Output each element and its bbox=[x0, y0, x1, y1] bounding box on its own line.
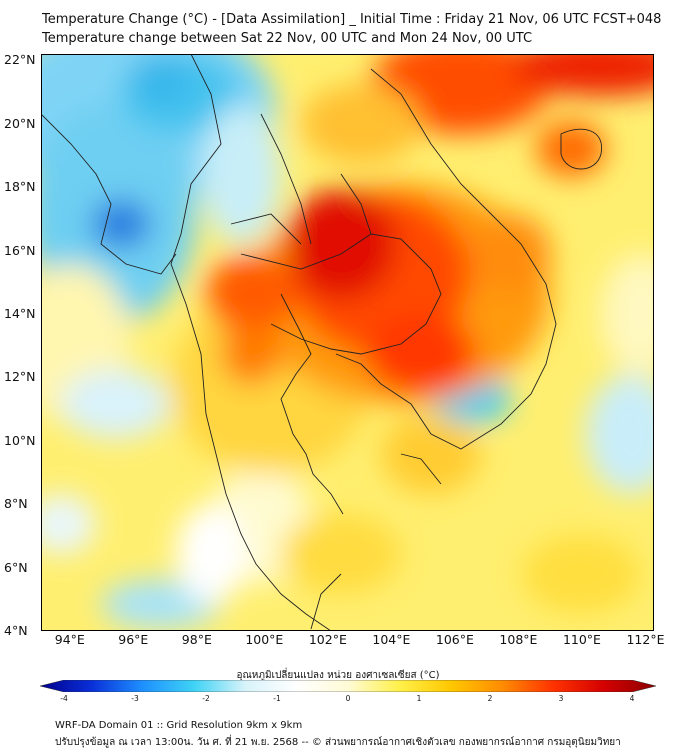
chart-title: Temperature Change (°C) - [Data Assimila… bbox=[42, 12, 662, 27]
lon-label: 98°E bbox=[181, 632, 212, 647]
footer-credit: ปรับปรุงข้อมูล ณ เวลา 13:00น. วัน ศ. ที่… bbox=[55, 737, 621, 748]
colorbar-tick-label: -4 bbox=[60, 694, 68, 703]
colorbar-tick-label: 4 bbox=[629, 694, 635, 703]
temperature-field bbox=[41, 54, 654, 629]
lat-label: 20°N bbox=[4, 115, 36, 131]
temperature-change-map bbox=[41, 54, 654, 631]
lat-label: 4°N bbox=[4, 623, 28, 638]
lon-label: 110°E bbox=[562, 632, 601, 647]
lon-label: 102°E bbox=[308, 632, 347, 647]
colorbar-tick-label: -2 bbox=[202, 694, 210, 703]
colorbar-tick-label: -3 bbox=[131, 694, 139, 703]
chart-subtitle: Temperature change between Sat 22 Nov, 0… bbox=[42, 31, 533, 46]
colorbar-tick-label: 0 bbox=[345, 694, 351, 703]
lon-label: 96°E bbox=[118, 632, 149, 647]
lat-label: 22°N bbox=[4, 52, 36, 68]
lat-label: 10°N bbox=[4, 432, 36, 448]
colorbar-tick-label: 2 bbox=[487, 694, 493, 703]
lat-label: 14°N bbox=[4, 305, 36, 321]
lon-label: 108°E bbox=[499, 632, 538, 647]
lat-label: 18°N bbox=[4, 179, 36, 195]
lat-label: 8°N bbox=[4, 496, 28, 512]
coastlines-and-borders bbox=[41, 54, 603, 631]
lat-label: 12°N bbox=[4, 369, 36, 385]
colorbar-tick-label: 1 bbox=[416, 694, 422, 703]
lon-label: 104°E bbox=[372, 632, 411, 647]
footer-model-info: WRF-DA Domain 01 :: Grid Resolution 9km … bbox=[55, 720, 303, 731]
lon-label: 106°E bbox=[435, 632, 474, 647]
colorbar-title: อุณหภูมิเปลี่ยนแปลง หน่วย องศาเซลเซียส (… bbox=[236, 670, 440, 681]
lat-label: 16°N bbox=[4, 242, 36, 258]
colorbar-tick-label: -1 bbox=[273, 694, 281, 703]
lon-label: 100°E bbox=[245, 632, 284, 647]
colorbar-tick-label: 3 bbox=[558, 694, 564, 703]
lon-label: 112°E bbox=[626, 632, 665, 647]
lon-label: 94°E bbox=[54, 632, 85, 647]
map-border bbox=[41, 54, 654, 631]
colorbar bbox=[40, 680, 656, 692]
lat-label: 6°N bbox=[4, 559, 28, 575]
